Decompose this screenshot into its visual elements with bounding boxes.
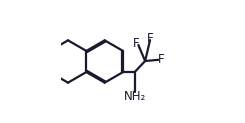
- Text: F: F: [133, 37, 139, 50]
- Text: F: F: [158, 53, 165, 66]
- Text: F: F: [147, 32, 154, 45]
- Text: NH₂: NH₂: [123, 90, 146, 103]
